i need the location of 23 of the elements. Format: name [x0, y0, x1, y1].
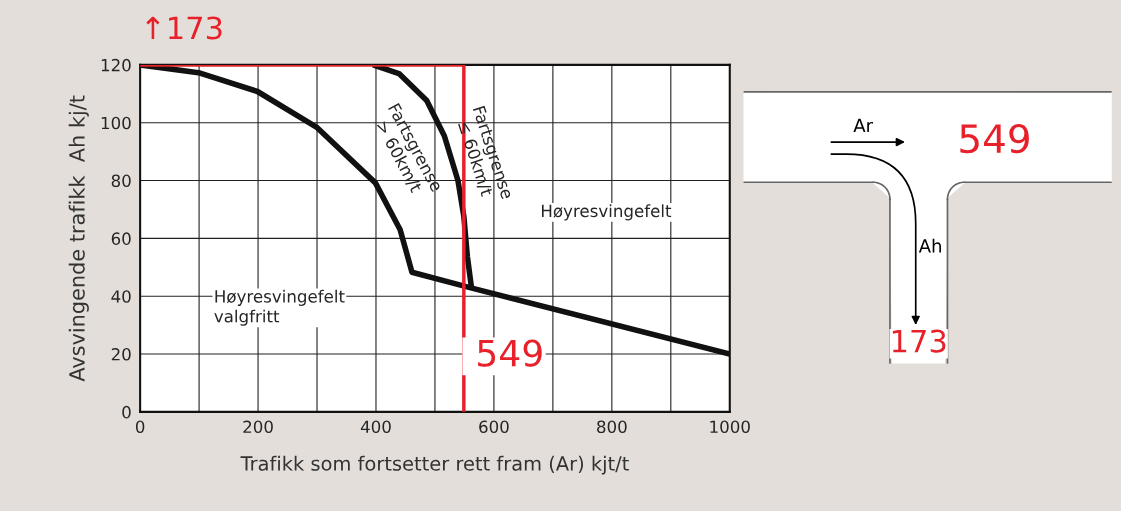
y-tick-label: 20 — [111, 348, 131, 361]
x-tick-label: 1000 — [710, 420, 750, 434]
y-tick-label: 120 — [101, 58, 131, 72]
x-tick-label: 0 — [135, 420, 145, 434]
x-tick-label: 200 — [243, 420, 273, 434]
x-tick-label: 400 — [360, 420, 391, 434]
y-axis-title: Avsvingende trafikk Ah kj/t — [68, 95, 89, 382]
x-tick-label: 600 — [479, 420, 509, 434]
y-tick-label: 100 — [101, 116, 131, 130]
ref-line-label: 549 — [478, 339, 542, 367]
annotation: Høyresvingefelt — [541, 204, 672, 221]
text: Ar — [853, 118, 874, 132]
y-tick-label: 80 — [111, 174, 131, 188]
y-tick-label: 60 — [111, 232, 131, 245]
x-tick-label: 800 — [597, 420, 627, 434]
y-tick-label: 40 — [111, 290, 131, 303]
text: 549 — [960, 123, 1029, 154]
text: Ah — [918, 238, 941, 253]
annotation: ↑173 — [146, 16, 222, 40]
y-tick-label: 0 — [122, 405, 131, 419]
x-axis-title: Trafikk som fortsetter rett fram (Ar) kjt/t — [240, 455, 629, 475]
text: 173 — [892, 329, 946, 353]
annotation: Høyresvingefelt valgfritt — [214, 289, 345, 326]
